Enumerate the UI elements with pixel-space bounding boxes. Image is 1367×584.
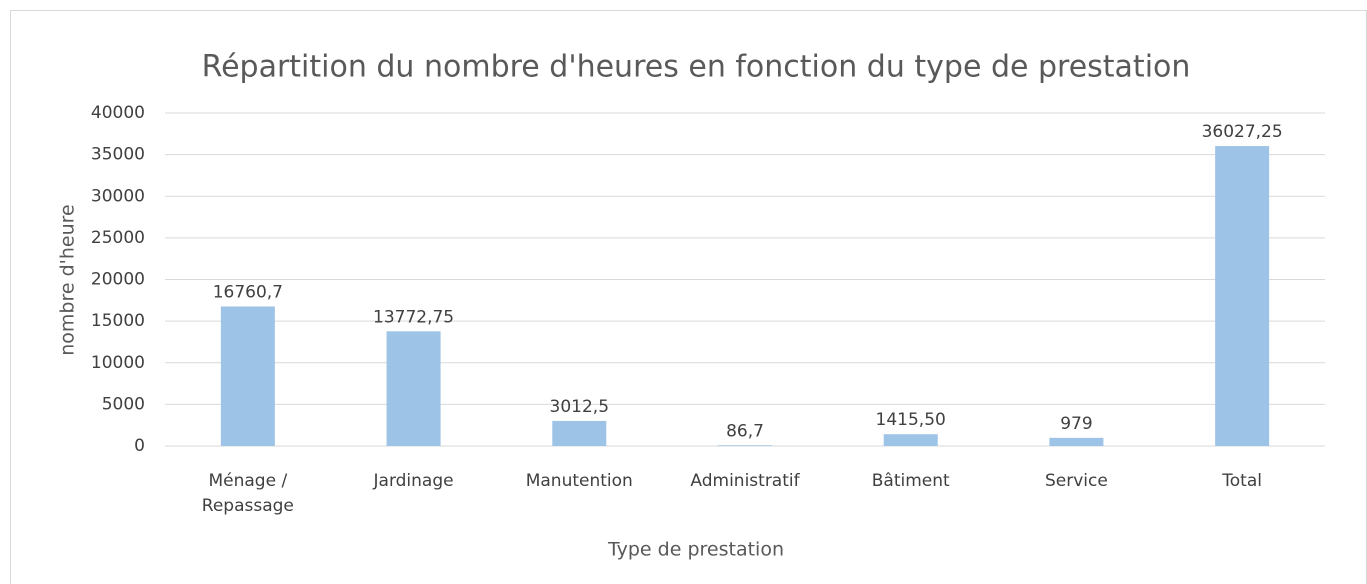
y-axis-title: nombre d'heure — [57, 204, 79, 356]
x-axis-title: Type de prestation — [607, 539, 784, 561]
bar — [1215, 146, 1270, 446]
data-label: 979 — [1060, 414, 1092, 434]
x-tick-label: Administratif — [690, 471, 800, 491]
data-label: 16760,7 — [213, 282, 283, 302]
data-label: 13772,75 — [373, 307, 454, 327]
x-tick-label: Jardinage — [373, 471, 454, 491]
bar — [718, 445, 772, 446]
bar — [552, 420, 607, 446]
y-tick-label: 40000 — [91, 103, 145, 123]
data-label: 86,7 — [726, 421, 764, 441]
y-tick-label: 10000 — [91, 353, 145, 373]
y-tick-label: 35000 — [91, 145, 145, 165]
y-tick-label: 0 — [134, 436, 145, 456]
x-tick-label: Ménage / Repassage — [201, 471, 294, 516]
chart-title: Répartition du nombre d'heures en foncti… — [202, 50, 1191, 85]
data-label: 3012,5 — [550, 397, 609, 417]
bar — [1049, 437, 1104, 446]
x-tick-label: Total — [1222, 471, 1262, 491]
data-label: 36027,25 — [1202, 122, 1283, 142]
y-tick-label: 5000 — [102, 394, 145, 414]
data-label: 1415,50 — [876, 410, 946, 430]
bar — [386, 331, 441, 446]
x-tick-label: Manutention — [525, 471, 633, 491]
y-tick-label: 20000 — [91, 270, 145, 290]
y-tick-label: 15000 — [91, 311, 145, 331]
bar — [883, 434, 938, 446]
y-tick-label: 30000 — [91, 186, 145, 206]
x-tick-label: Bâtiment — [871, 471, 950, 491]
y-tick-label: 25000 — [91, 228, 145, 248]
x-tick-label: Service — [1045, 471, 1108, 491]
bar — [220, 306, 275, 446]
